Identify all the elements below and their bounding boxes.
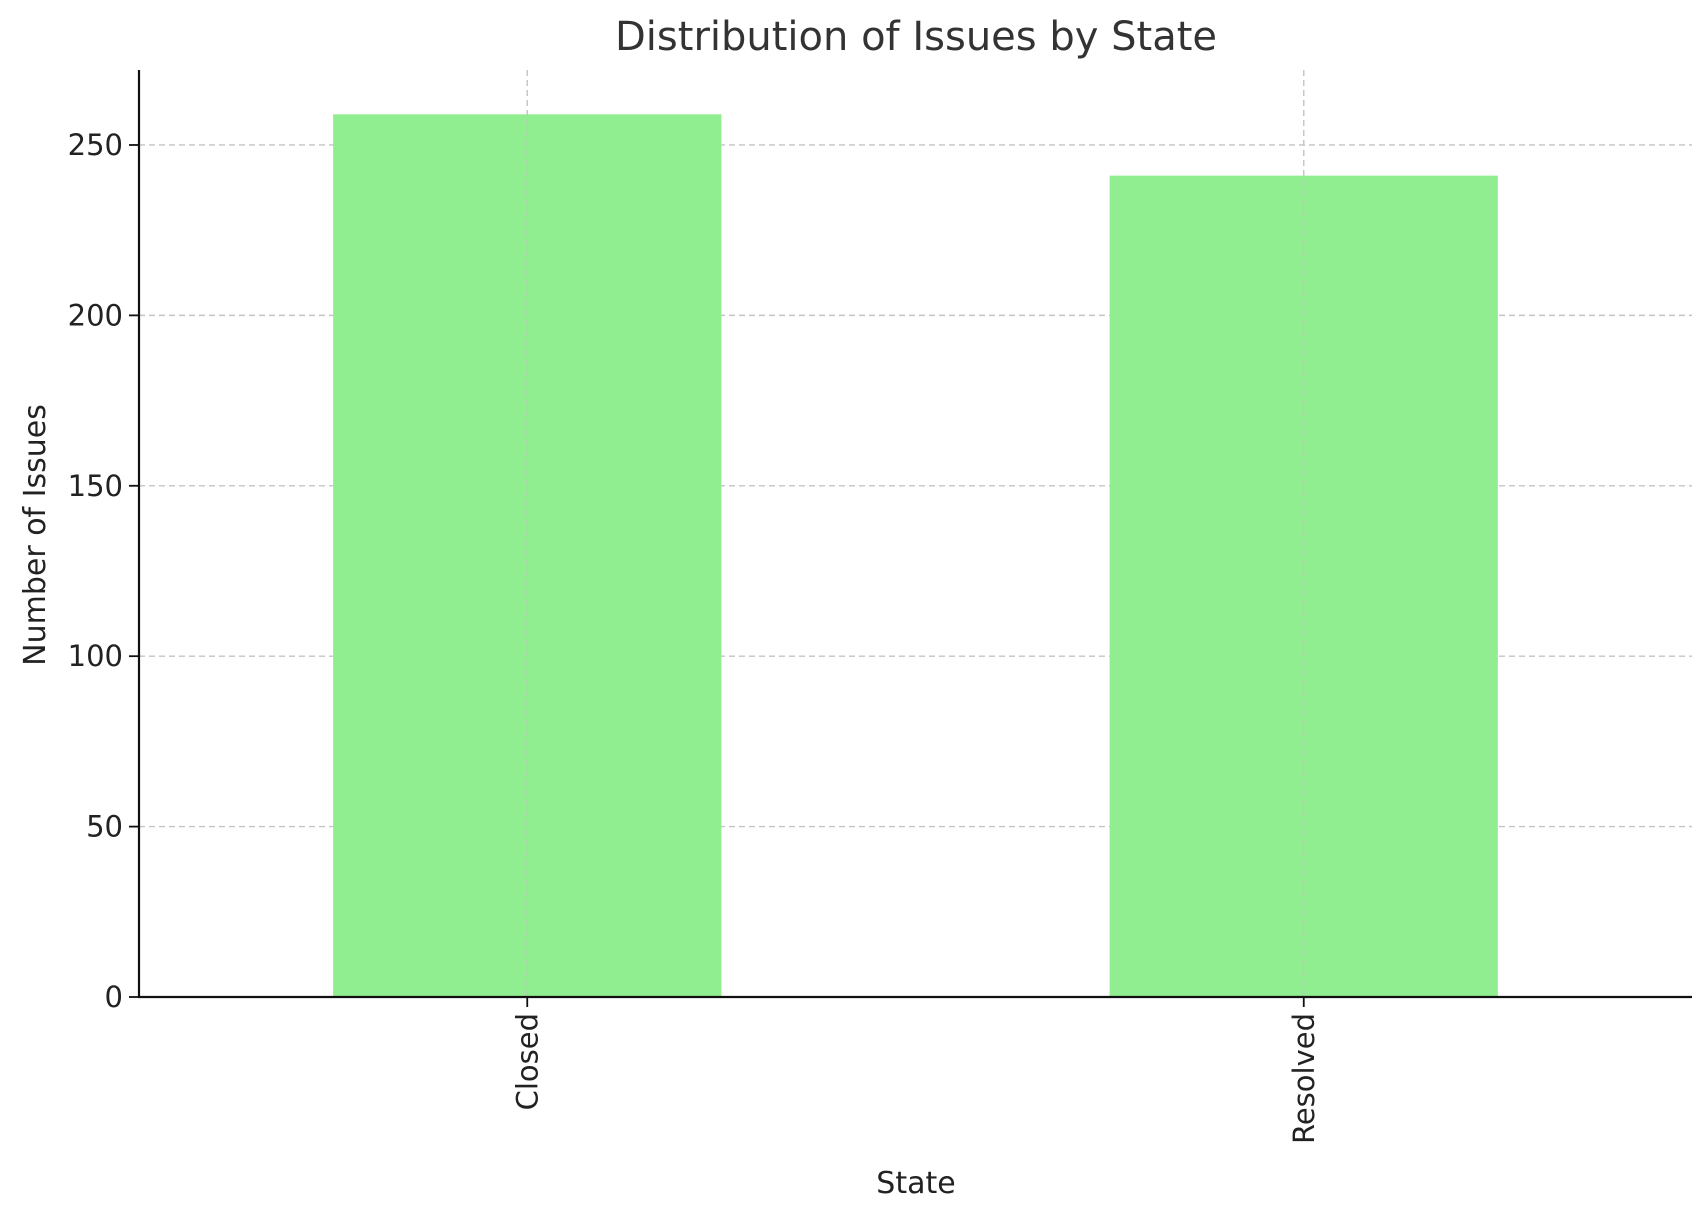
y-tick-label: 250	[68, 128, 123, 162]
x-tick-label: Closed	[510, 1013, 544, 1110]
ticks: 0 50 100 150 200 250 Closed Resolved	[68, 128, 1321, 1144]
y-tick-label: 0	[105, 980, 123, 1014]
bars	[333, 114, 1498, 997]
y-tick-label: 100	[68, 639, 123, 673]
y-axis-label: Number of Issues	[18, 404, 53, 666]
axes	[137, 70, 1692, 999]
chart-title: Distribution of Issues by State	[615, 14, 1217, 60]
y-tick-label: 50	[86, 810, 123, 844]
y-tick-label: 200	[68, 298, 123, 332]
vertical-grid	[526, 70, 1305, 997]
y-tick-label: 150	[68, 469, 123, 503]
x-axis-label: State	[876, 1166, 955, 1201]
x-tick-label: Resolved	[1287, 1013, 1321, 1144]
